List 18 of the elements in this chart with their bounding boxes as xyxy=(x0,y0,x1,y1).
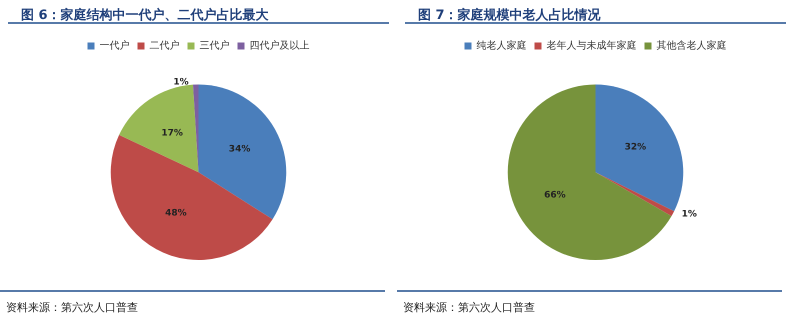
data-label: 1% xyxy=(173,78,189,88)
legend-label: 四代户及以上 xyxy=(250,40,310,52)
chart-title: 图 6：家庭结构中一代户、二代户占比最大 xyxy=(21,7,270,23)
legend-label: 二代户 xyxy=(150,40,180,52)
data-label: 32% xyxy=(624,142,646,153)
data-label: 66% xyxy=(544,190,566,201)
legend-label: 纯老人家庭 xyxy=(476,40,526,52)
data-label: 17% xyxy=(161,128,183,138)
chart-title: 图 7：家庭规模中老人占比情况 xyxy=(418,7,602,23)
text: 资料来源：第六次人口普查 xyxy=(403,301,535,314)
legend-label: 三代户 xyxy=(200,40,230,52)
data-label: 48% xyxy=(165,208,187,218)
text: 资料来源：第六次人口普查 xyxy=(6,301,138,314)
data-label: 1% xyxy=(682,210,697,220)
legend-label: 其他含老人家庭 xyxy=(656,40,726,52)
legend-label: 一代户 xyxy=(100,40,130,52)
legend-label: 老年人与未成年家庭 xyxy=(546,40,636,52)
data-label: 34% xyxy=(228,144,250,155)
